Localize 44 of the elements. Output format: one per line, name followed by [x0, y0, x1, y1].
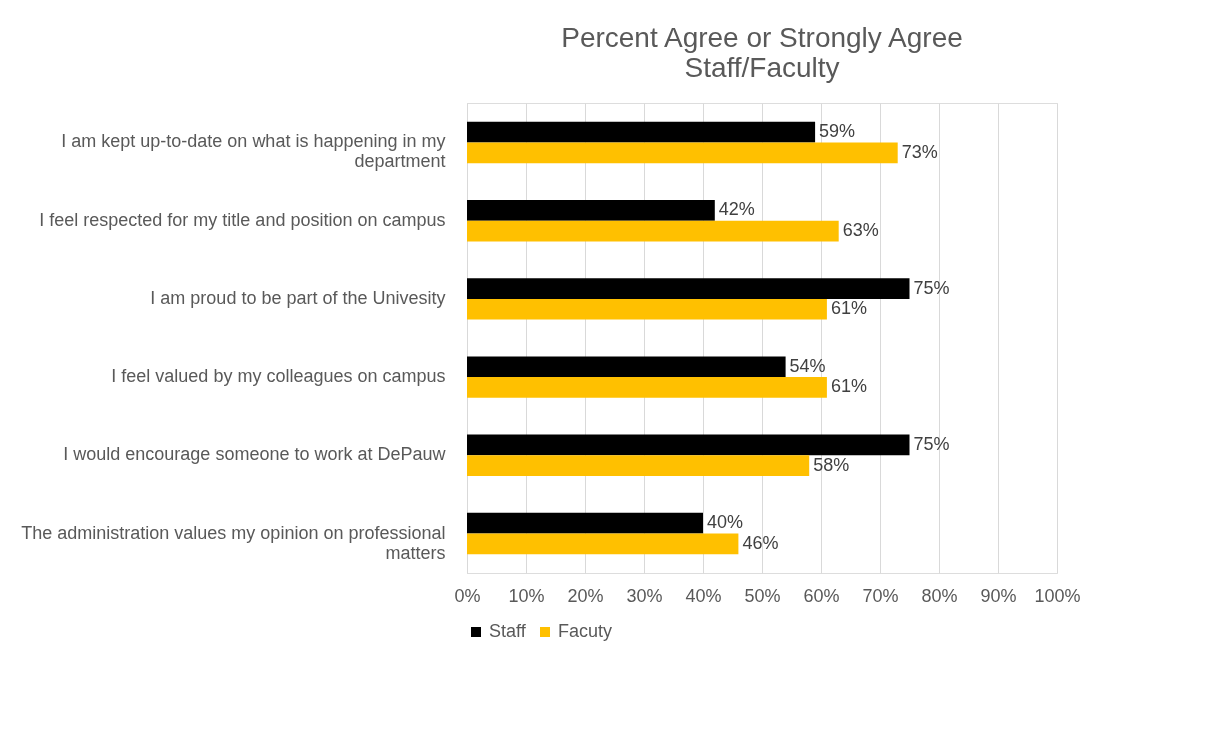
x-tick-label: 40%	[685, 585, 722, 606]
bar	[467, 356, 786, 378]
bar	[467, 533, 739, 555]
bar	[467, 377, 827, 398]
bar	[467, 121, 816, 143]
data-label: 46%	[742, 532, 779, 553]
bar	[467, 220, 839, 242]
y-tick-label: I would encourage someone to work at DePauw	[63, 444, 447, 465]
legend-label: Staff	[489, 621, 527, 641]
bar	[467, 298, 827, 320]
y-tick-label: I am proud to be part of the Univesity	[150, 287, 446, 308]
chart-title: Percent Agree or Strongly Agree Staff/Faculty	[561, 22, 963, 83]
x-tick-label: 90%	[980, 585, 1017, 606]
data-label: 61%	[830, 298, 867, 319]
data-label: 75%	[913, 433, 950, 454]
y-tick-label: The administration values my opinion on professional matters	[21, 522, 446, 563]
x-tick-label: 0%	[454, 585, 481, 606]
x-tick-label: 60%	[803, 585, 840, 606]
data-label: 73%	[901, 141, 938, 162]
legend-label: Facuty	[558, 621, 613, 641]
y-tick-label: I feel respected for my title and position on campus	[39, 209, 446, 230]
data-label: 40%	[707, 512, 744, 533]
bar	[467, 512, 703, 534]
x-tick-label: 100%	[1034, 585, 1081, 606]
data-label: 54%	[789, 355, 826, 376]
bar	[467, 278, 910, 299]
bar	[467, 434, 910, 456]
x-tick-label: 10%	[508, 585, 545, 606]
data-label: 42%	[718, 199, 755, 220]
bar	[467, 455, 810, 477]
bar	[467, 199, 715, 221]
x-tick-label: 70%	[862, 585, 899, 606]
data-label: 59%	[819, 121, 856, 142]
y-tick-label: I am kept up-to-date on what is happening in my department	[61, 131, 446, 172]
x-tick-label: 20%	[567, 585, 604, 606]
data-label: 61%	[830, 376, 867, 397]
x-tick-label: 80%	[921, 585, 958, 606]
data-label: 75%	[913, 277, 950, 298]
bar	[467, 142, 898, 164]
x-tick-label: 30%	[626, 585, 663, 606]
x-tick-label: 50%	[744, 585, 781, 606]
y-tick-label: I feel valued by my colleagues on campus	[111, 366, 446, 387]
data-label: 58%	[813, 454, 850, 475]
data-label: 63%	[842, 220, 879, 241]
